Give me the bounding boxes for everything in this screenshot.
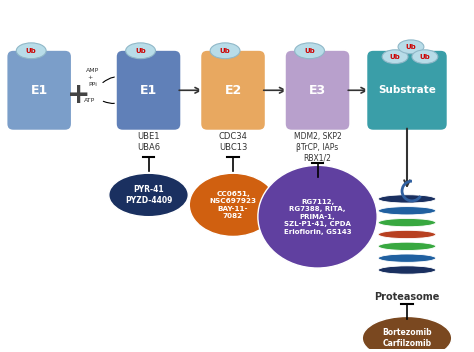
Ellipse shape [16,43,46,59]
Text: Ub: Ub [26,48,36,54]
Text: E1: E1 [30,84,48,97]
Ellipse shape [378,254,436,262]
FancyBboxPatch shape [366,50,448,131]
Text: AMP: AMP [86,69,100,74]
Ellipse shape [210,43,240,59]
Ellipse shape [382,50,408,64]
Text: PPi: PPi [89,82,97,87]
Text: ATP: ATP [84,98,95,103]
Ellipse shape [126,43,155,59]
Text: Ub: Ub [390,54,401,60]
FancyBboxPatch shape [6,50,72,131]
Text: +: + [87,75,92,80]
Ellipse shape [378,207,436,215]
Text: Ub: Ub [406,44,416,50]
Ellipse shape [109,173,188,217]
Ellipse shape [378,242,436,251]
Ellipse shape [189,173,277,237]
Ellipse shape [362,316,452,352]
Text: E1: E1 [140,84,157,97]
Text: Substrate: Substrate [378,85,436,95]
Text: E3: E3 [309,84,326,97]
Text: Bortezomib
Carfilzomib: Bortezomib Carfilzomib [382,328,432,348]
Ellipse shape [258,165,377,268]
Ellipse shape [398,40,424,54]
Text: Ub: Ub [304,48,315,54]
Text: Ub: Ub [135,48,146,54]
Text: RG7112,
RG7388, RITA,
PRIMA-1,
SZL-P1-41, CPDA
Erioflorin, GS143: RG7112, RG7388, RITA, PRIMA-1, SZL-P1-41… [284,199,351,235]
Text: CC0651,
NSC697923
BAY-11-
7082: CC0651, NSC697923 BAY-11- 7082 [210,190,256,219]
Ellipse shape [378,230,436,239]
Text: CDC34
UBC13: CDC34 UBC13 [219,132,247,152]
FancyBboxPatch shape [200,50,266,131]
Ellipse shape [378,195,436,203]
Text: E2: E2 [224,84,242,97]
Text: +: + [67,81,91,109]
Text: UBE1
UBA6: UBE1 UBA6 [137,132,160,152]
Text: Proteasome: Proteasome [374,292,440,302]
Text: MDM2, SKP2
βTrCP, IAPs
RBX1/2: MDM2, SKP2 βTrCP, IAPs RBX1/2 [294,132,341,163]
Text: PYR-41
PYZD-4409: PYR-41 PYZD-4409 [125,185,172,205]
Ellipse shape [412,50,438,64]
Text: Ub: Ub [219,48,230,54]
FancyBboxPatch shape [285,50,350,131]
Ellipse shape [295,43,325,59]
Ellipse shape [378,219,436,227]
Ellipse shape [378,266,436,274]
FancyBboxPatch shape [116,50,182,131]
Text: Ub: Ub [419,54,430,60]
